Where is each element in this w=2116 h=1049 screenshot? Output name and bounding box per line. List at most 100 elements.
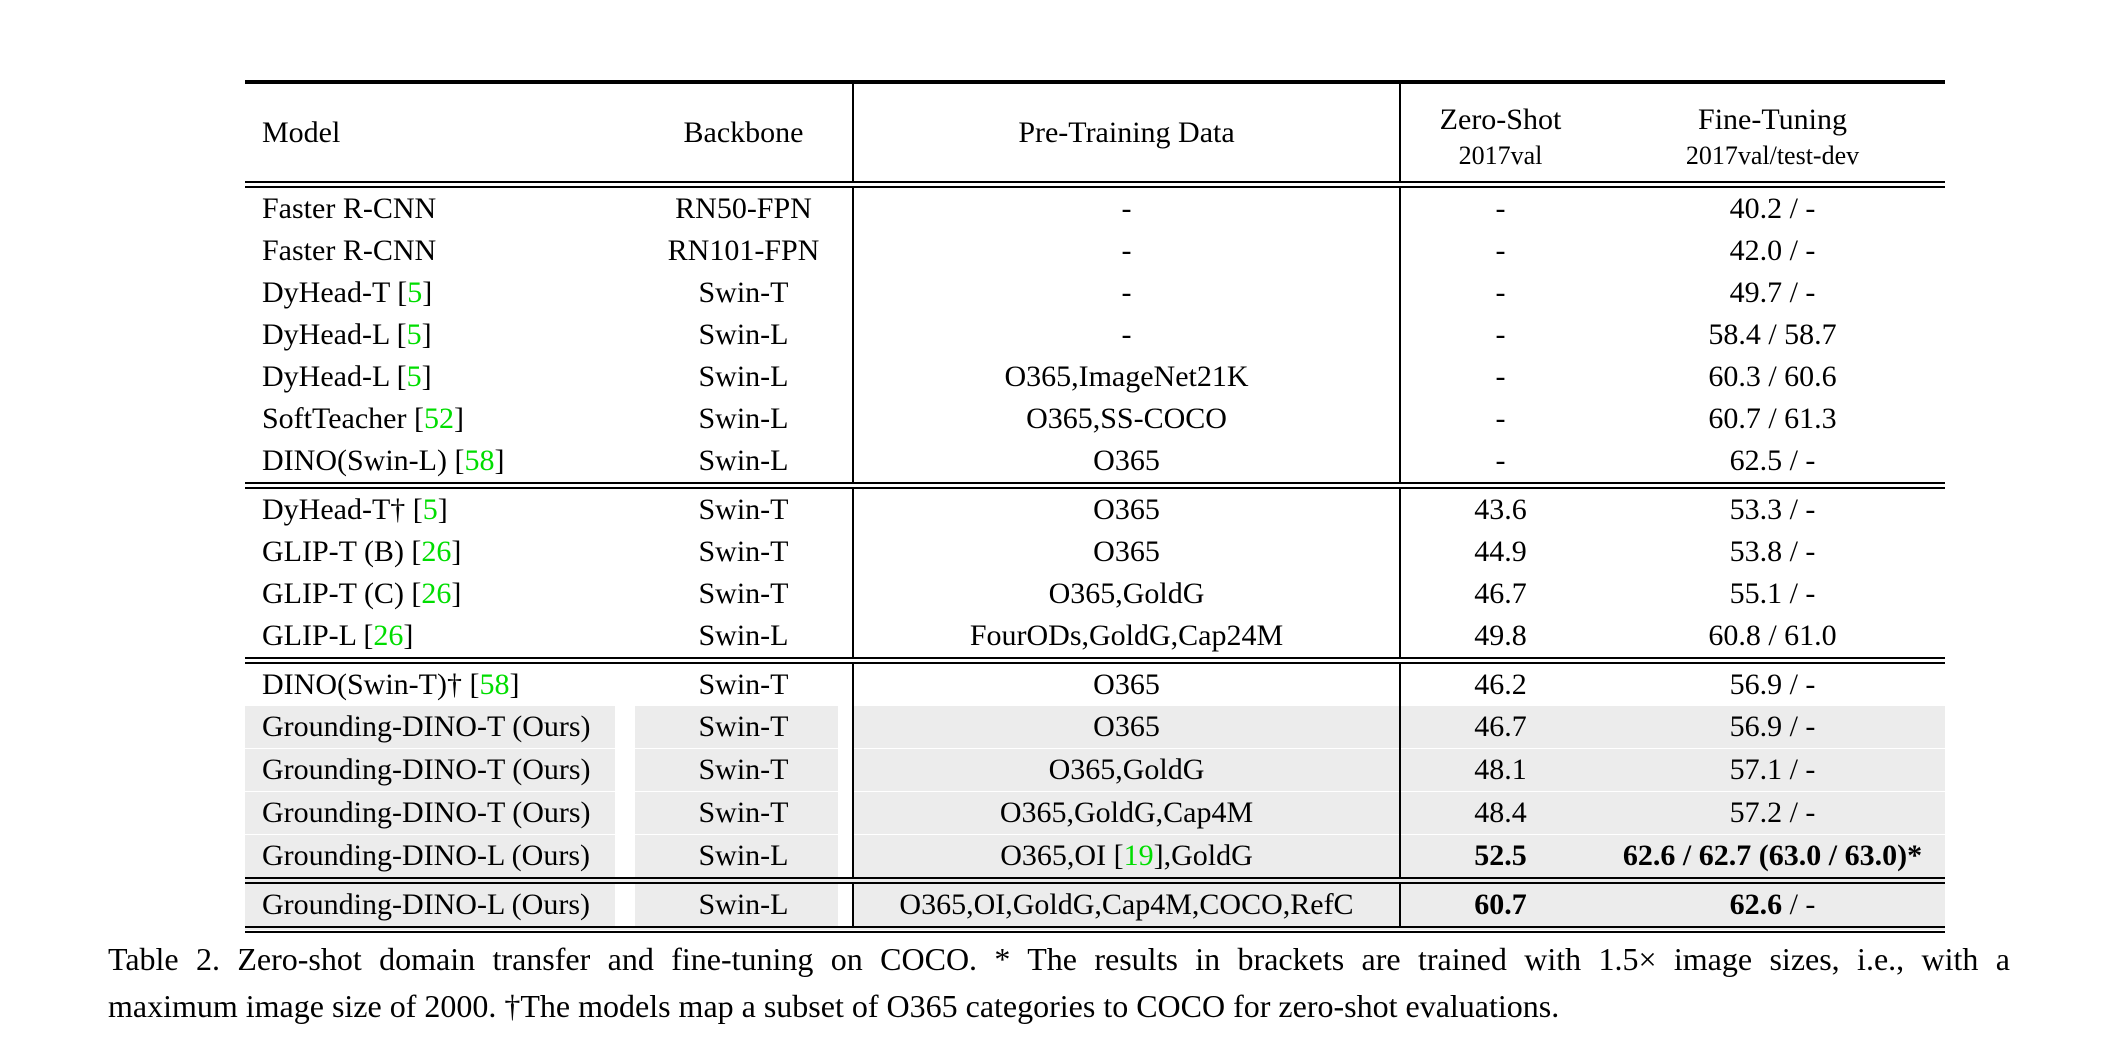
fine-tuning-cell: 60.7 / 61.3 — [1708, 402, 1837, 435]
citation-link[interactable]: 58 — [464, 444, 495, 477]
table-block-baselines: Faster R-CNN RN50-FPN - -40.2 / - Faster R-C… — [245, 184, 1945, 486]
citation-link[interactable]: 5 — [407, 276, 423, 309]
zero-shot-cell: - — [1399, 230, 1600, 272]
table-header: Model Backbone Pre-Training Data Zero-Sh… — [245, 82, 1945, 188]
table-row: DyHead-L [5] Swin-L O365,ImageNet21K - 60.3 … — [245, 356, 1945, 398]
pretraining-data-cell: - — [852, 272, 1400, 314]
citation-link[interactable]: 5 — [406, 360, 422, 393]
citation-link[interactable]: 58 — [479, 668, 510, 701]
model-cell: Grounding-DINO-T (Ours) — [245, 748, 635, 792]
fine-tuning-cell: 62.6 / - — [1600, 877, 1945, 930]
caption-line-1: Table 2. Zero-shot domain transfer and f… — [108, 941, 2010, 977]
pretraining-data-cell: FourODs,GoldG,Cap24M — [852, 615, 1400, 661]
fine-tuning-cell: 62.6 / 62.7 (63.0 / 63.0)* — [1600, 834, 1945, 881]
model-cell: DyHead-T [5] — [262, 276, 433, 309]
backbone-cell: Swin-T — [635, 482, 853, 531]
zero-shot-cell: 48.1 — [1399, 748, 1600, 792]
zero-shot-cell: - — [1399, 356, 1600, 398]
citation-link[interactable]: 52 — [423, 402, 454, 435]
citation-link[interactable]: 5 — [422, 493, 438, 526]
pretraining-data-cell: O365 — [852, 482, 1400, 531]
table-row: Grounding-DINO-T (Ours) Swin-T O365 46.7 56.… — [245, 706, 1945, 749]
cell-text: 62.6 / 62.7 (63.0 / 63.0)* — [1622, 839, 1923, 872]
fine-tuning-cell: 53.3 / - — [1600, 482, 1945, 531]
model-cell: DyHead-L [5] — [262, 360, 432, 393]
pretraining-data-cell: - — [852, 230, 1400, 272]
column-header-pretraining-data: Pre-Training Data — [852, 82, 1400, 188]
zero-shot-cell: 46.7 — [1399, 706, 1600, 749]
model-cell: DyHead-T† [5] — [245, 482, 635, 531]
citation-link[interactable]: 26 — [421, 577, 452, 610]
fine-tuning-cell: 58.4 / 58.7 — [1708, 318, 1837, 351]
table-row: SoftTeacher [52] Swin-L O365,SS-COCO - 60.7 … — [245, 398, 1945, 440]
zero-shot-cell: 46.7 — [1399, 573, 1600, 615]
results-table: Model Backbone Pre-Training Data Zero-Sh… — [245, 80, 1945, 933]
model-cell: Grounding-DINO-L (Ours) — [245, 877, 635, 930]
table-row: Grounding-DINO-L (Ours) Swin-L O365,OI [19… — [245, 834, 1945, 881]
fine-tuning-cell: 60.3 / 60.6 — [1708, 360, 1837, 393]
pretraining-data-cell: O365 — [852, 440, 1400, 486]
model-cell: Grounding-DINO-T (Ours) — [245, 791, 635, 835]
zero-shot-cell: - — [1399, 184, 1600, 230]
fine-tuning-cell: 57.1 / - — [1600, 748, 1945, 792]
model-cell: Grounding-DINO-T (Ours) — [245, 706, 635, 749]
table-row: Faster R-CNN RN101-FPN - -42.0 / - — [245, 230, 1945, 272]
citation-link[interactable]: 5 — [406, 318, 422, 351]
fine-tuning-cell: 40.2 / - — [1729, 192, 1816, 225]
fine-tuning-cell: 60.8 / 61.0 — [1708, 619, 1837, 652]
citation-link[interactable]: 19 — [1123, 839, 1154, 872]
cell-text: 62.6 — [1729, 888, 1783, 921]
table-row: Faster R-CNN RN50-FPN - - 40.2 / - — [245, 184, 1945, 230]
backbone-cell: RN50-FPN — [675, 192, 812, 225]
column-header-backbone: Backbone — [635, 82, 853, 188]
model-cell: DINO(Swin-T)† [58] — [245, 657, 635, 706]
zero-shot-cell: - — [1399, 398, 1600, 440]
backbone-cell: Swin-L — [698, 360, 789, 393]
pretraining-data-cell: O365 — [852, 531, 1400, 573]
backbone-cell: Swin-T — [635, 791, 853, 835]
table-row: DINO(Swin-T)† [58] Swin-T O365 46.2 56.9 / - — [245, 657, 1945, 706]
backbone-cell: RN101-FPN — [667, 234, 820, 267]
backbone-cell: Swin-L — [698, 318, 789, 351]
model-cell: Faster R-CNN — [262, 234, 437, 267]
zero-shot-label: Zero-Shot — [1439, 102, 1562, 136]
table-row: GLIP-T (B) [26] Swin-T O365 44.9 53.8 / - — [245, 531, 1945, 573]
table-row: DyHead-T [5] Swin-T - - 49.7 / - — [245, 272, 1945, 314]
pretraining-data-cell: O365 — [852, 657, 1400, 706]
table-row: Grounding-DINO-T (Ours) Swin-T O365,GoldG 4… — [245, 748, 1945, 792]
cell-text: 52.5 — [1474, 839, 1527, 872]
zero-shot-cell: - — [1399, 272, 1600, 314]
header-row: Model Backbone Pre-Training Data Zero-Sh… — [245, 82, 1945, 188]
fine-tuning-cell: 56.9 / - — [1600, 706, 1945, 749]
zero-shot-cell: 43.6 — [1399, 482, 1600, 531]
pretraining-data-cell: O365,OI [19],GoldG — [852, 834, 1400, 881]
zero-shot-cell: 46.2 — [1399, 657, 1600, 706]
backbone-cell: Swin-T — [635, 706, 853, 749]
table-row: Grounding-DINO-T (Ours) Swin-T O365,GoldG,… — [245, 791, 1945, 835]
backbone-cell: Swin-T — [698, 276, 789, 309]
table-row: Grounding-DINO-L (Ours) Swin-L O365,OI,Gol… — [245, 877, 1945, 930]
table-row: DyHead-T† [5] Swin-T O365 43.6 53.3 / - — [245, 482, 1945, 531]
table-row: GLIP-L [26] Swin-L FourODs,GoldG,Cap24M 49.… — [245, 615, 1945, 661]
pretraining-data-cell: O365,GoldG — [852, 573, 1400, 615]
column-header-zero-shot: Zero-Shot 2017val — [1399, 82, 1600, 188]
pretraining-data-cell: O365,GoldG — [852, 748, 1400, 792]
table-row: DINO(Swin-L) [58] Swin-L O365- 62.5 / - — [245, 440, 1945, 486]
zero-shot-cell: - — [1399, 440, 1600, 486]
zero-shot-cell: 48.4 — [1399, 791, 1600, 835]
model-cell: GLIP-T (B) [26] — [262, 535, 462, 568]
model-cell: Faster R-CNN — [262, 192, 437, 225]
table-caption: Table 2. Zero-shot domain transfer and f… — [108, 936, 2010, 1030]
table-block-grounding-dino: DINO(Swin-T)† [58] Swin-T O365 46.2 56.9 / -… — [245, 657, 1945, 881]
citation-link[interactable]: 26 — [421, 535, 452, 568]
model-cell: Grounding-DINO-L (Ours) — [245, 834, 635, 881]
backbone-cell: Swin-T — [635, 657, 853, 706]
pretraining-data-cell: O365,OI,GoldG,Cap4M,COCO,RefC — [852, 877, 1400, 930]
model-cell: GLIP-T (C) [26] — [262, 577, 462, 610]
pretraining-data-cell: O365,GoldG,Cap4M — [852, 791, 1400, 835]
citation-link[interactable]: 26 — [373, 619, 404, 652]
cell-text: 60.7 — [1474, 888, 1527, 921]
zero-shot-cell: 44.9 — [1399, 531, 1600, 573]
zero-shot-cell: 52.5 — [1399, 834, 1600, 881]
